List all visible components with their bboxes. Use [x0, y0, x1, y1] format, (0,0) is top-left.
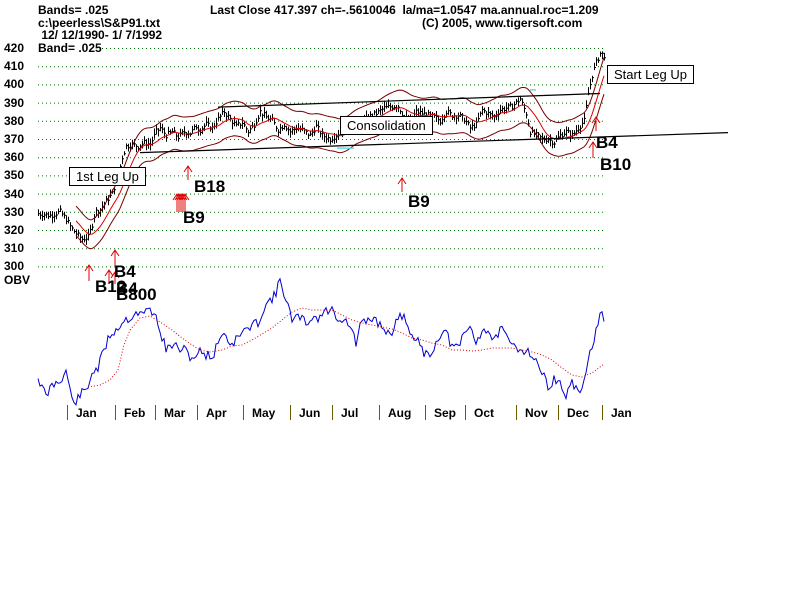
y-tick-label: 300 [4, 259, 25, 274]
annotation-first-leg-up: 1st Leg Up [69, 167, 146, 186]
signal-label-b4: B4 [114, 262, 136, 281]
y-tick-label: 370 [4, 132, 25, 146]
buy-signal-arrow [104, 269, 114, 284]
copyright: (C) 2005, www.tigersoft.com [422, 16, 583, 30]
month-label: Jan [611, 406, 632, 420]
buy-signal-arrow [183, 165, 193, 180]
y-tick-label: 390 [4, 95, 25, 110]
month-label: Nov [525, 406, 548, 420]
y-tick-label: 320 [4, 223, 25, 237]
buy-signal-arrow [110, 249, 120, 266]
signal-label-b800: B800 [116, 285, 157, 304]
date-range: 12/ 12/1990- 1/ 7/1992 [38, 28, 163, 42]
signal-label-b10: B10 [600, 155, 632, 174]
upper-trendline [217, 92, 601, 108]
signal-label-b4: B4 [116, 279, 138, 298]
annotation-consolidation: Consolidation [340, 116, 433, 135]
buy-signal-arrow [110, 271, 120, 284]
band-label: Band= .025 [38, 41, 102, 55]
signal-label-b12: B12 [95, 277, 127, 296]
buy-signal-arrow [84, 264, 94, 281]
buy-signal-arrow [397, 177, 407, 192]
y-tick-label: 330 [4, 204, 25, 219]
signal-label-b9: B9 [408, 192, 430, 211]
signal-label-b4: B4 [596, 133, 618, 152]
y-tick-label: 360 [4, 150, 25, 165]
buy-signal-cluster-arrow [180, 193, 190, 212]
lower-band [75, 94, 605, 250]
month-label: Jun [299, 406, 321, 420]
y-tick-label: 410 [4, 59, 25, 74]
chart-stats: Last Close 417.397 ch=-.5610046 la/ma=1.… [210, 3, 599, 17]
buy-signal-arrow [591, 116, 601, 131]
month-label: Mar [164, 406, 186, 420]
month-label: Dec [567, 406, 590, 420]
month-label: Jan [76, 406, 97, 420]
signal-label-b18: B18 [194, 177, 226, 196]
signal-label-b9: B9 [183, 208, 205, 227]
month-label: Jul [341, 406, 359, 420]
y-tick-label: 350 [4, 168, 25, 183]
month-label: Oct [474, 406, 495, 420]
month-label: May [252, 406, 276, 420]
y-tick-label: 400 [4, 77, 25, 92]
upper-band [75, 57, 605, 221]
month-label: Apr [206, 406, 227, 420]
y-tick-label: 380 [4, 113, 25, 128]
month-label: Aug [388, 406, 412, 420]
price-bars [38, 51, 606, 245]
bands-setting: Bands= .025 [38, 3, 109, 17]
buy-signal-arrow [588, 141, 598, 158]
lower-trendline [139, 132, 729, 154]
moving-average [75, 75, 605, 235]
y-tick-label: 340 [4, 186, 25, 201]
y-tick-label: 310 [4, 241, 25, 256]
obv-line [37, 277, 605, 406]
annotation-start-leg-up: Start Leg Up [607, 65, 694, 84]
file-path: c:\peerless\S&P91.txt [38, 16, 161, 30]
y-tick-label: 420 [4, 41, 25, 55]
obv-label: OBV [4, 273, 31, 287]
month-label: Sep [434, 406, 457, 420]
month-label: Feb [124, 406, 146, 420]
